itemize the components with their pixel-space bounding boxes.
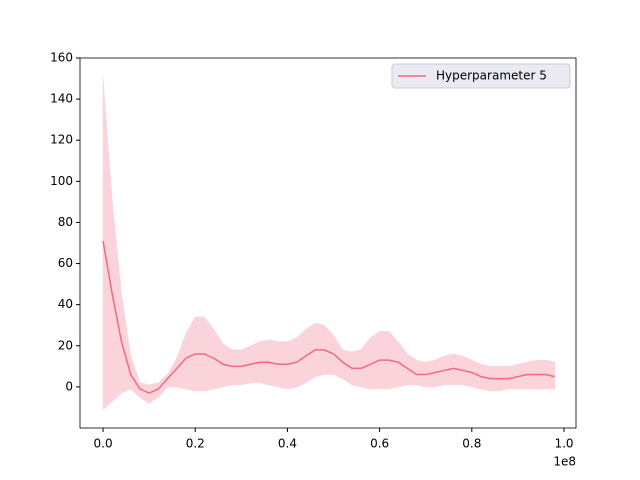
band-segment	[231, 349, 242, 386]
x-tick-label: 0.2	[186, 437, 205, 451]
y-tick-label: 80	[58, 215, 73, 229]
y-tick-label: 60	[58, 256, 73, 270]
y-tick-label: 120	[50, 133, 73, 147]
y-tick-label: 40	[58, 297, 73, 311]
band-segment	[277, 341, 288, 390]
y-tick-label: 160	[50, 51, 73, 65]
y-tick-label: 20	[58, 338, 73, 352]
band	[102, 78, 556, 411]
band-segment	[333, 334, 344, 380]
band-segment	[397, 340, 408, 388]
band-segment	[121, 294, 132, 394]
band-segment	[296, 328, 307, 388]
plot-frame	[79, 57, 577, 429]
x-tick-label: 0.8	[462, 437, 481, 451]
y-tick-label: 140	[50, 92, 73, 106]
band-segment	[176, 333, 187, 390]
y-tick-label: 100	[50, 174, 73, 188]
x-offset-label: 1e8	[553, 455, 576, 469]
legend-box	[391, 63, 571, 89]
band-segment	[102, 78, 113, 411]
legend-label: Hyperparameter 5	[436, 69, 547, 83]
band-segment	[416, 359, 427, 388]
band-segment	[158, 373, 168, 398]
x-tick-label: 0.4	[278, 437, 297, 451]
y-tick-label: 0	[65, 379, 73, 393]
band-segment	[545, 359, 556, 390]
x-tick-label: 1.0	[554, 437, 573, 451]
band-segment	[360, 336, 371, 390]
x-tick-label: 0.6	[370, 437, 389, 451]
x-tick-label: 0.0	[94, 437, 113, 451]
line	[102, 240, 555, 394]
